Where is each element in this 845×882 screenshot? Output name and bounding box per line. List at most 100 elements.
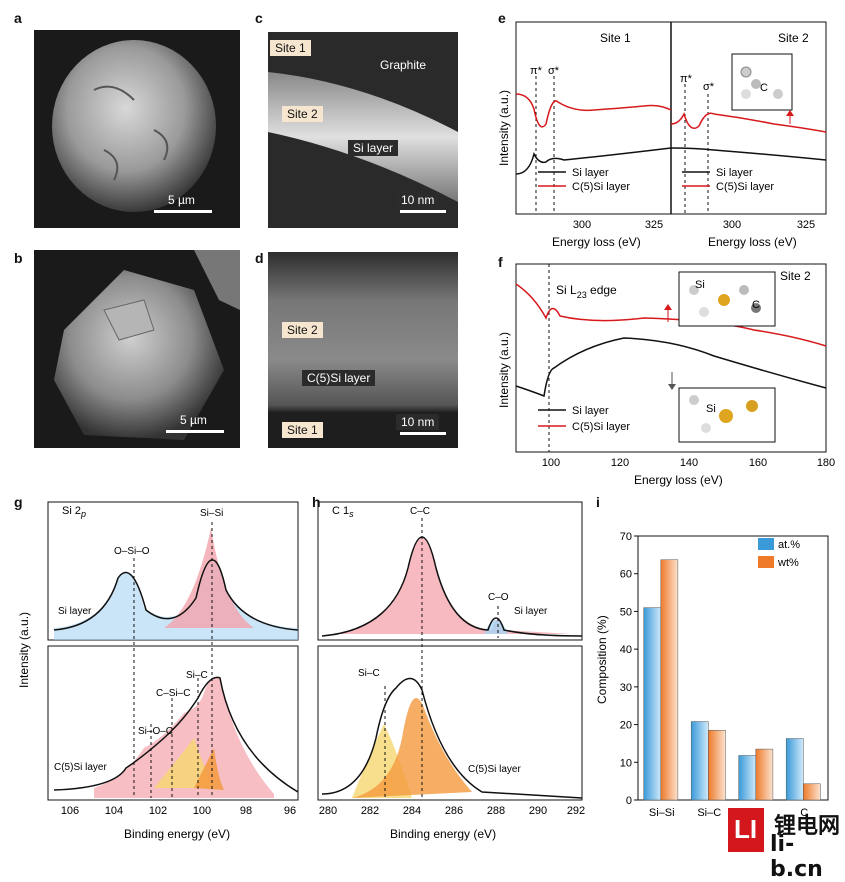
site2-label-f: Site 2 (780, 269, 811, 283)
ylabel-e: Intensity (a.u.) (497, 90, 511, 166)
xlabel-g: Binding energy (eV) (124, 827, 230, 841)
panel-label-c: c (255, 10, 263, 26)
panel-label-f: f (498, 254, 503, 270)
panel-label-d: d (255, 250, 264, 266)
watermark-url: li-b.cn (770, 832, 823, 882)
scale-text-a: 5 µm (168, 193, 195, 207)
pi-label-e2: π* (680, 73, 693, 85)
red-curve-f (515, 283, 827, 347)
tem-band-c (268, 72, 458, 202)
legend-si-f: Si layer (572, 405, 609, 417)
scalebar-a (154, 210, 212, 213)
legend-at: at.% (778, 539, 800, 551)
xlabel-f: Energy loss (eV) (634, 473, 723, 487)
tick-g-98: 98 (240, 805, 252, 817)
bar-wt-3 (803, 783, 821, 801)
panel-label-g: g (14, 494, 23, 510)
tick-h-280: 280 (319, 805, 337, 817)
chart-h: C 1s C–C C–O Si–C Si layer C(5)Si layer … (317, 501, 585, 841)
scalebar-c (400, 210, 446, 213)
sem-particle-b (54, 250, 240, 440)
red-curve-e2 (670, 111, 827, 133)
watermark-logo-text: LI (734, 814, 758, 844)
top-envelope-g (53, 559, 299, 631)
panel-label-h: h (312, 494, 321, 510)
x-category-label-i: Si–Si (649, 807, 675, 819)
scalebar-b (166, 430, 224, 433)
panel-label-i: i (596, 494, 600, 510)
bar-wt-1 (708, 729, 726, 801)
black-curve-e2 (670, 147, 827, 161)
bar-at-1 (690, 721, 709, 801)
y-tick-label-i: 0 (626, 795, 632, 807)
legend-si-e1: Si layer (572, 167, 609, 179)
chart-f: Si L23 edge Site 2 Si C Si Si layer C(5)… (497, 263, 835, 487)
tick-f-100: 100 (542, 457, 560, 469)
tick-h-284: 284 (403, 805, 421, 817)
site2-tag-c: Site 2 (282, 106, 323, 122)
xlabel-h: Binding energy (eV) (390, 827, 496, 841)
tick-e-325a: 325 (645, 219, 663, 231)
inset-atom-e: C (760, 82, 768, 94)
peak-label-g2: Si–O–C (138, 726, 173, 737)
peak-label-g3: C–Si–C (156, 688, 190, 699)
bar-wt-0 (660, 559, 679, 801)
site2-tag-d: Site 2 (282, 322, 323, 338)
y-tick-label-i: 30 (620, 682, 632, 694)
tick-g-102: 102 (149, 805, 167, 817)
tick-g-106: 106 (61, 805, 79, 817)
chart-g: Si 2p O–Si–O Si–Si Si–O–C C–Si–C Si–C Si… (17, 501, 299, 841)
bar-at-2 (738, 755, 757, 801)
inset-c-label-f: C (752, 299, 760, 311)
legend-wt: wt% (777, 557, 799, 569)
peak-label-g0: O–Si–O (114, 546, 150, 557)
core-label-h: C 1s (332, 505, 354, 519)
x-category-label-i: C (800, 807, 808, 819)
scale-text-b: 5 µm (180, 413, 207, 427)
site2-label-e: Site 2 (778, 31, 809, 45)
ylabel-i: Composition (%) (595, 615, 609, 704)
bottom-tag-h: C(5)Si layer (468, 764, 521, 775)
tick-h-290: 290 (529, 805, 547, 817)
scale-text-c: 10 nm (396, 192, 440, 208)
top-tag-h: Si layer (514, 606, 548, 617)
sem-image-a: 5 µm (34, 30, 240, 228)
sem-particle-a (52, 40, 216, 212)
xlabel-e2: Energy loss (eV) (708, 235, 797, 249)
c5si-layer-tag-d: C(5)Si layer (302, 370, 376, 386)
core-label-g: Si 2p (62, 505, 86, 519)
edge-label-f: Si L23 edge (556, 283, 617, 300)
top-tag-g: Si layer (58, 606, 92, 617)
peak-label-h2: Si–C (358, 668, 380, 679)
bottom-envelope-g (53, 676, 299, 793)
legend-c5si-f: C(5)Si layer (572, 421, 630, 433)
tick-e-300b: 300 (723, 219, 741, 231)
panel-label-e: e (498, 10, 506, 26)
scale-text-d: 10 nm (396, 414, 440, 430)
peak-label-h1: C–O (488, 592, 509, 603)
y-tick-label-i: 50 (620, 606, 632, 618)
site1-tag-c: Site 1 (270, 40, 311, 56)
y-tick-label-i: 70 (620, 531, 632, 543)
legend-si-e2: Si layer (716, 167, 753, 179)
tick-g-100: 100 (193, 805, 211, 817)
watermark-logo: LI (728, 808, 764, 852)
bar-wt-2 (755, 748, 774, 801)
tick-e-300a: 300 (573, 219, 591, 231)
scalebar-d (400, 432, 446, 435)
legend-c5si-e1: C(5)Si layer (572, 181, 630, 193)
graphite-label: Graphite (380, 58, 427, 72)
tick-h-286: 286 (445, 805, 463, 817)
plot-frame-i (637, 535, 829, 801)
y-tick-label-i: 40 (620, 644, 632, 656)
legend-swatch-at (758, 538, 774, 550)
inset-si-label-f1: Si (695, 279, 705, 291)
ylabel-g: Intensity (a.u.) (17, 612, 31, 688)
bottom-envelope-h (321, 677, 583, 799)
tick-h-292: 292 (567, 805, 585, 817)
inset-si-label-f2: Si (706, 403, 716, 415)
x-category-label-i: Si–C (697, 807, 721, 819)
xlabel-e1: Energy loss (eV) (552, 235, 641, 249)
peak-label-h0: C–C (410, 506, 430, 517)
